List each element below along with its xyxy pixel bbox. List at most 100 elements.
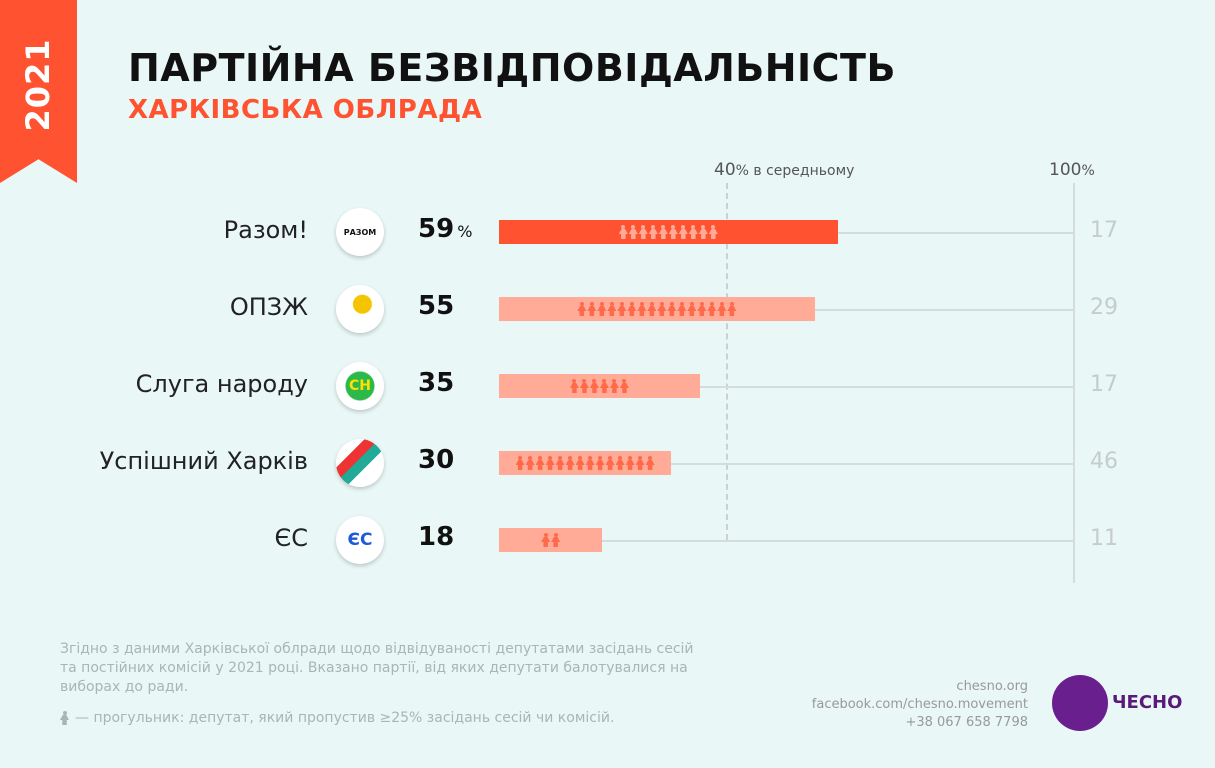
page-subtitle: ХАРКІВСЬКА ОБЛРАДА: [128, 95, 483, 125]
logo-text: СН: [349, 378, 371, 394]
person-icon: [577, 302, 586, 316]
person-icon: [516, 456, 525, 470]
value-label: 59%: [418, 214, 473, 244]
bar: [499, 220, 838, 244]
max-label: 100%: [1049, 160, 1095, 180]
person-icon: [689, 225, 698, 239]
person-icon: [551, 533, 560, 547]
person-icon: [727, 302, 736, 316]
footnote: Згідно з даними Харківської облради щодо…: [60, 641, 694, 695]
person-icon: [600, 379, 609, 393]
person-icon: [707, 302, 716, 316]
person-icon: [536, 456, 545, 470]
garlic-logo-icon: [1052, 675, 1108, 731]
person-icon: [687, 302, 696, 316]
facebook-link[interactable]: facebook.com/chesno.movement: [811, 697, 1028, 712]
person-icon: [677, 302, 686, 316]
track-line: [499, 463, 1073, 465]
person-icon: [649, 225, 658, 239]
phone: +38 067 658 7798: [905, 715, 1028, 730]
person-icon: [620, 379, 629, 393]
legend: — прогульник: депутат, який пропустив ≥2…: [60, 710, 614, 726]
person-icon: [526, 456, 535, 470]
person-icon: [699, 225, 708, 239]
person-icon: [587, 302, 596, 316]
year: 2021: [19, 38, 57, 132]
total-label: 17: [1090, 372, 1118, 397]
bar: [499, 297, 815, 321]
value-label: 35: [418, 368, 455, 398]
person-icon: [556, 456, 565, 470]
max-line: [1073, 183, 1075, 583]
party-name: ОПЗЖ: [229, 293, 308, 321]
bar: [499, 528, 603, 552]
average-line: [726, 183, 728, 540]
person-icon: [607, 302, 616, 316]
bar-row: Разом! РАЗОМ 59% 17: [0, 208, 1215, 256]
person-icon: [639, 225, 648, 239]
bar-row: ЄС ЄС 18 11: [0, 516, 1215, 564]
party-logo-icon: [336, 285, 384, 333]
person-icon: [627, 302, 636, 316]
person-icon: [610, 379, 619, 393]
party-name: ЄС: [274, 524, 308, 552]
person-icon: [667, 302, 676, 316]
person-icon: [597, 302, 606, 316]
person-icon: [570, 379, 579, 393]
party-name: Слуга народу: [135, 370, 308, 398]
person-icon: [647, 302, 656, 316]
year-ribbon: 2021: [0, 0, 77, 183]
bar-row: Успішний Харків 30 46: [0, 439, 1215, 487]
party-logo-icon: СН: [336, 362, 384, 410]
contacts: chesno.org facebook.com/chesno.movement …: [812, 678, 1028, 732]
value-label: 18: [418, 522, 455, 552]
person-icon: [566, 456, 575, 470]
person-icon: [586, 456, 595, 470]
person-icon: [541, 533, 550, 547]
person-icon: [679, 225, 688, 239]
person-icon: [580, 379, 589, 393]
person-icon: [617, 302, 626, 316]
party-name: Успішний Харків: [99, 447, 308, 475]
total-label: 46: [1090, 449, 1118, 474]
person-icon: [697, 302, 706, 316]
person-icon: [546, 456, 555, 470]
bar-row: ОПЗЖ 55 29: [0, 285, 1215, 333]
person-icon: [576, 456, 585, 470]
person-icon: [657, 302, 666, 316]
person-icon: [717, 302, 726, 316]
track-line: [499, 386, 1073, 388]
track-line: [499, 540, 1073, 542]
party-name: Разом!: [223, 216, 308, 244]
bar-row: Слуга народу СН 35 17: [0, 362, 1215, 410]
logo-text: ЄС: [347, 530, 373, 550]
value-label: 55: [418, 291, 455, 321]
person-icon: [626, 456, 635, 470]
party-logo-icon: ЄС: [336, 516, 384, 564]
brand-name: ЧЕСНО: [1112, 692, 1183, 713]
page-title: ПАРТІЙНА БЕЗВІДПОВІДАЛЬНІСТЬ: [128, 46, 896, 90]
website-link[interactable]: chesno.org: [956, 679, 1028, 694]
person-icon: [629, 225, 638, 239]
logo-text: РАЗОМ: [343, 227, 377, 237]
total-label: 17: [1090, 218, 1118, 243]
person-icon: [596, 456, 605, 470]
person-icon: [619, 225, 628, 239]
person-icon: [616, 456, 625, 470]
person-icon: [709, 225, 718, 239]
party-logo-icon: [336, 439, 384, 487]
average-label: 40% в середньому: [714, 160, 855, 180]
total-label: 11: [1090, 526, 1118, 551]
total-label: 29: [1090, 295, 1118, 320]
party-logo-icon: РАЗОМ: [336, 208, 384, 256]
bar: [499, 451, 672, 475]
person-icon: [637, 302, 646, 316]
bar: [499, 374, 700, 398]
legend-text: — прогульник: депутат, який пропустив ≥2…: [75, 710, 615, 726]
value-label: 30: [418, 445, 455, 475]
person-icon: [590, 379, 599, 393]
person-icon: [636, 456, 645, 470]
person-icon: [606, 456, 615, 470]
person-icon: [659, 225, 668, 239]
person-icon: [60, 711, 69, 725]
